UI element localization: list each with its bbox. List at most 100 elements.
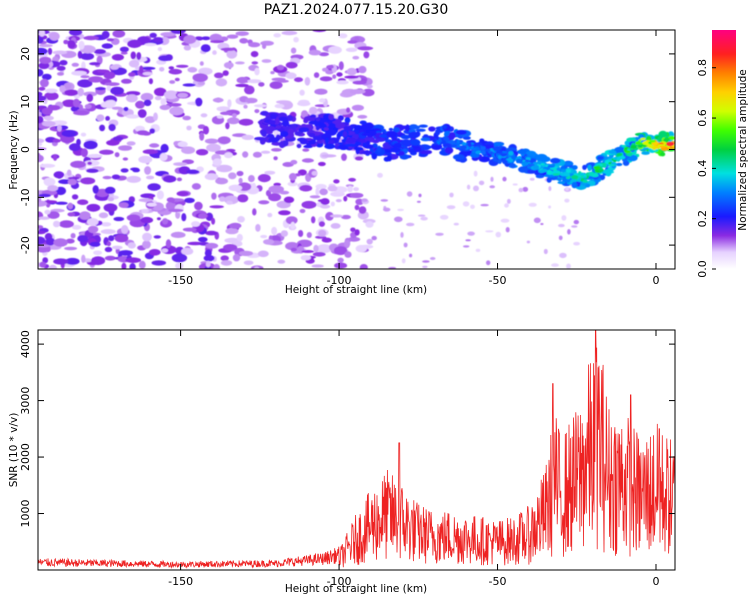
- heatmap-cell: [327, 185, 338, 192]
- heatmap-cell: [62, 99, 77, 108]
- heatmap-cell: [540, 168, 548, 173]
- heatmap-cell: [473, 185, 479, 192]
- heatmap-cell: [335, 122, 346, 129]
- heatmap-cell: [59, 60, 68, 66]
- heatmap-cell: [347, 40, 358, 44]
- heatmap-cell: [222, 70, 229, 76]
- heatmap-cell: [309, 195, 321, 199]
- heatmap-cell: [212, 158, 222, 166]
- heatmap-cell: [429, 257, 436, 260]
- heatmap-cell: [525, 159, 530, 163]
- heatmap-cell: [53, 171, 65, 179]
- heatmap-cell: [433, 141, 438, 144]
- heatmap-cell: [38, 200, 48, 207]
- heatmap-cell: [500, 218, 510, 223]
- heatmap-cell: [521, 161, 529, 166]
- heatmap-cell: [130, 51, 136, 60]
- heatmap-cell: [53, 238, 68, 247]
- heatmap-cell: [106, 99, 117, 107]
- heatmap-cell: [175, 262, 184, 269]
- heatmap-cell: [290, 47, 297, 54]
- colorbar-tick-label: 0.6: [696, 109, 709, 127]
- heatmap-cell: [579, 172, 585, 176]
- heatmap-cell: [47, 211, 60, 219]
- heatmap-cell: [269, 114, 277, 120]
- heatmap-cell: [191, 221, 201, 227]
- heatmap-cell: [290, 247, 297, 252]
- heatmap-cell: [533, 164, 540, 170]
- heatmap-cell: [187, 67, 198, 73]
- heatmap-cell: [204, 249, 212, 257]
- heatmap-cell: [47, 185, 59, 192]
- heatmap-cell: [91, 232, 101, 236]
- heatmap-cell: [278, 116, 288, 122]
- heatmap-cell: [410, 139, 421, 146]
- heatmap-cell: [338, 33, 348, 39]
- y-tick-label: -10: [19, 188, 32, 206]
- heatmap-cell: [67, 40, 76, 49]
- heatmap-cell: [397, 208, 404, 212]
- heatmap-cell: [55, 201, 68, 205]
- y-tick-label: 0: [19, 146, 32, 153]
- heatmap-cell: [335, 199, 342, 203]
- heatmap-cell: [237, 194, 249, 203]
- heatmap-cell: [248, 175, 255, 183]
- heatmap-cell: [237, 216, 245, 223]
- heatmap-cell: [128, 59, 140, 68]
- heatmap-cell: [386, 130, 397, 138]
- heatmap-cell: [43, 177, 56, 187]
- heatmap-cell: [159, 152, 168, 161]
- heatmap-cell: [149, 32, 157, 38]
- heatmap-cell: [571, 181, 578, 189]
- heatmap-cell: [640, 137, 646, 141]
- y-tick-label: 10: [19, 95, 32, 109]
- heatmap-cell: [93, 250, 103, 256]
- heatmap-cell: [57, 124, 62, 132]
- heatmap-cell: [70, 106, 80, 112]
- heatmap-cell: [114, 234, 129, 243]
- heatmap-cell: [320, 198, 330, 205]
- heatmap-cell: [311, 216, 316, 224]
- heatmap-cell: [476, 150, 481, 154]
- heatmap-cell: [490, 176, 494, 182]
- heatmap-cell: [149, 143, 160, 148]
- heatmap-cell: [276, 64, 285, 71]
- heatmap-cell: [309, 139, 316, 145]
- heatmap-cell: [148, 249, 161, 256]
- heatmap-cell: [228, 172, 237, 180]
- heatmap-cell: [217, 136, 231, 145]
- heatmap-cell: [169, 80, 176, 84]
- heatmap-cell: [103, 71, 116, 80]
- heatmap-cell: [204, 138, 219, 144]
- heatmap-cell: [366, 238, 373, 245]
- heatmap-cell: [565, 168, 572, 173]
- heatmap-cell: [456, 139, 460, 144]
- heatmap-cell: [126, 114, 140, 119]
- heatmap-cell: [77, 235, 88, 243]
- heatmap-cell: [630, 145, 637, 149]
- colorbar-tick-label: 0.8: [696, 59, 709, 77]
- heatmap-cell: [251, 61, 259, 65]
- heatmap-cell: [571, 225, 578, 228]
- heatmap-cell: [77, 199, 89, 205]
- heatmap-cell: [642, 141, 649, 145]
- heatmap-cell: [216, 115, 224, 119]
- heatmap-cell: [102, 175, 112, 180]
- heatmap-cell: [660, 152, 666, 157]
- heatmap-cell: [238, 177, 243, 184]
- heatmap-cell: [253, 266, 260, 269]
- heatmap-cell: [204, 173, 219, 181]
- heatmap-cell: [616, 156, 622, 161]
- heatmap-cell: [244, 85, 255, 95]
- heatmap-cell: [415, 128, 426, 132]
- heatmap-cell: [177, 92, 189, 98]
- heatmap-cell: [354, 229, 360, 236]
- heatmap-cell: [475, 248, 481, 252]
- heatmap-cell: [168, 103, 182, 107]
- heatmap-cell: [608, 164, 616, 167]
- heatmap-cell: [450, 144, 458, 148]
- heatmap-cell: [516, 149, 527, 155]
- heatmap-cell: [181, 247, 194, 255]
- heatmap-cell: [160, 98, 167, 106]
- heatmap-cell: [502, 158, 508, 165]
